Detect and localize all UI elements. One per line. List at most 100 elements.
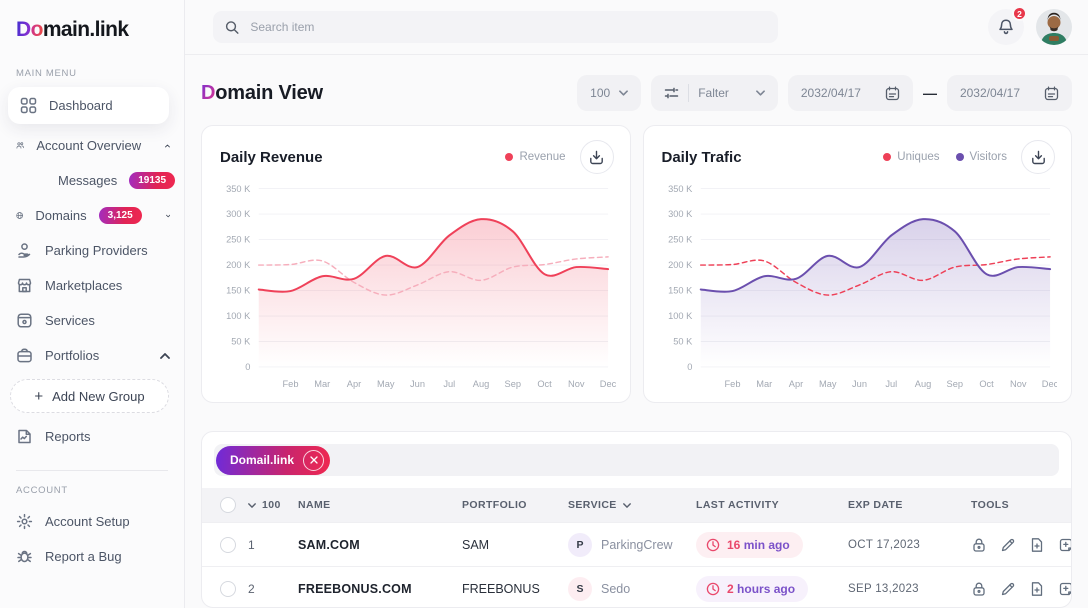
bell-icon <box>999 19 1013 35</box>
globe-icon <box>16 212 24 219</box>
sidebar-item-report-a-bug[interactable]: Report a Bug <box>0 539 184 574</box>
sidebar-item-label: Portfolios <box>45 348 100 363</box>
column-count[interactable]: 100 <box>248 499 298 511</box>
sidebar-item-label: Parking Providers <box>45 243 148 258</box>
service-cell: S Sedo <box>568 576 696 601</box>
file-add-icon[interactable] <box>1029 581 1045 597</box>
page-size-dropdown[interactable]: 100 <box>577 75 642 112</box>
search-input[interactable] <box>248 19 766 36</box>
note-add-icon[interactable] <box>1058 581 1071 597</box>
chevron-down-icon <box>619 90 629 96</box>
avatar-image <box>1036 9 1072 46</box>
legend-dot <box>955 153 964 162</box>
sidebar-item-account-setup[interactable]: Account Setup <box>0 504 184 539</box>
logo-letter-d: D <box>16 18 31 41</box>
sidebar-item-label: Dashboard <box>49 98 113 113</box>
calendar-icon <box>1044 86 1059 100</box>
column-exp-date[interactable]: EXP DATE <box>848 499 903 512</box>
column-name[interactable]: NAME <box>298 499 331 512</box>
report-icon <box>18 429 31 444</box>
select-all-checkbox[interactable] <box>220 497 236 514</box>
search-bar[interactable] <box>213 11 778 44</box>
last-activity-cell: 16 min ago <box>696 531 848 558</box>
domains-count-badge: 3,125 <box>98 207 142 224</box>
svg-text:Apr: Apr <box>788 379 802 389</box>
svg-text:50 K: 50 K <box>673 337 692 347</box>
chart-title: Daily Trafic <box>661 148 742 166</box>
package-icon <box>17 313 32 328</box>
download-chart-button[interactable] <box>579 140 614 175</box>
chevron-up-icon <box>160 352 170 359</box>
filter-dropdown[interactable]: Falter <box>651 75 778 112</box>
column-portfolio[interactable]: PORTFOLIO <box>462 499 527 512</box>
calendar-icon <box>885 86 900 100</box>
page-header: Domain View 100 Falter 2032/04/17 — 2032… <box>185 55 1088 125</box>
column-last-activity[interactable]: LAST ACTIVITY <box>696 499 779 512</box>
app-logo: Domain.link <box>0 14 184 58</box>
edit-icon[interactable] <box>1000 537 1016 553</box>
notifications-button[interactable]: 2 <box>988 6 1027 46</box>
svg-text:350 K: 350 K <box>226 184 250 194</box>
sidebar-item-marketplaces[interactable]: Marketplaces <box>0 268 184 303</box>
sidebar-item-reports[interactable]: Reports <box>0 419 184 454</box>
date-from-picker[interactable]: 2032/04/17 <box>787 75 913 112</box>
domain-filter-chip[interactable]: Domail.link <box>216 445 331 475</box>
lock-icon[interactable] <box>971 581 987 597</box>
legend-label: Revenue <box>519 151 566 164</box>
user-avatar[interactable] <box>1036 9 1072 46</box>
exp-date: OCT 17,2023 <box>848 538 921 551</box>
service-avatar: P <box>568 532 592 557</box>
add-new-group-button[interactable]: + Add New Group <box>10 379 169 413</box>
chevron-down-icon <box>755 90 765 96</box>
sidebar-item-dashboard[interactable]: Dashboard <box>8 87 169 124</box>
svg-text:Apr: Apr <box>347 379 361 389</box>
sidebar-item-parking-providers[interactable]: Parking Providers <box>0 233 184 268</box>
sidebar-item-label: Marketplaces <box>45 278 123 293</box>
main-content: 2 Domain View 100 Falter 2032/04/17 <box>185 0 1088 608</box>
row-checkbox[interactable] <box>220 580 236 597</box>
clock-icon <box>706 582 720 595</box>
topbar: 2 <box>185 0 1088 56</box>
service-avatar: S <box>568 576 592 601</box>
sidebar-item-domains[interactable]: Domains 3,125 <box>0 198 184 233</box>
sidebar-item-account-overview[interactable]: Account Overview <box>0 128 184 163</box>
service-name: ParkingCrew <box>601 537 673 552</box>
chart-title: Daily Revenue <box>220 148 323 166</box>
svg-text:Jun: Jun <box>410 379 425 389</box>
svg-text:Nov: Nov <box>568 379 585 389</box>
note-add-icon[interactable] <box>1058 537 1071 553</box>
sidebar-item-portfolios[interactable]: Portfolios <box>0 338 184 373</box>
svg-text:Oct: Oct <box>979 379 994 389</box>
sidebar: Domain.link MAIN MENU Dashboard Account … <box>0 0 185 608</box>
download-chart-button[interactable] <box>1021 140 1055 175</box>
sliders-icon <box>664 87 679 99</box>
svg-text:0: 0 <box>687 362 692 372</box>
filter-chip-bar: Domail.link <box>214 444 1059 477</box>
chevron-down-icon <box>165 214 170 217</box>
activity-pill: 2 hours ago <box>696 575 809 602</box>
exp-date: SEP 13,2023 <box>848 582 919 595</box>
close-icon[interactable] <box>303 449 325 471</box>
legend-dot <box>505 153 514 162</box>
gear-icon <box>16 513 33 530</box>
bug-icon <box>17 550 32 563</box>
svg-text:Oct: Oct <box>537 379 552 389</box>
column-service[interactable]: SERVICE <box>568 499 696 511</box>
sidebar-item-label: Account Setup <box>45 514 130 529</box>
search-icon <box>225 20 239 34</box>
sidebar-item-messages[interactable]: Messages 19135 <box>0 163 184 198</box>
row-checkbox[interactable] <box>220 536 236 553</box>
sidebar-item-services[interactable]: Services <box>0 303 184 338</box>
date-to-picker[interactable]: 2032/04/17 <box>946 75 1072 112</box>
tools-cell <box>971 537 1071 553</box>
sidebar-item-label: Reports <box>45 429 91 444</box>
file-add-icon[interactable] <box>1029 537 1045 553</box>
lock-icon[interactable] <box>971 537 987 553</box>
table-row[interactable]: 2 FREEBONUS.COM FREEBONUS S Sedo 2 hours… <box>202 566 1071 607</box>
chart-legend: Revenue <box>505 151 566 164</box>
traffic-chart-canvas: 350 K 300 K 250 K 200 K 150 K 100 K 50 K 0 Feb Ma… <box>668 184 1057 389</box>
edit-icon[interactable] <box>1000 581 1016 597</box>
table-row[interactable]: 1 SAM.COM SAM P ParkingCrew 16 min ago O… <box>202 522 1071 566</box>
activity-pill: 16 min ago <box>696 531 803 558</box>
domains-table-card: Domail.link 100 NAME PORTFOLIO SERVICE L… <box>201 431 1072 608</box>
